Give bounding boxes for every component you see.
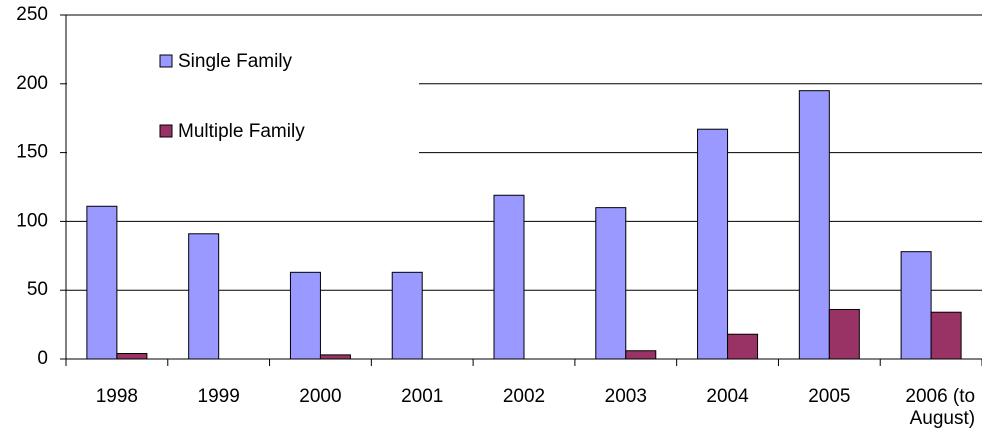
x-tick-label: 2003 xyxy=(604,386,647,407)
bar xyxy=(900,251,932,360)
bar xyxy=(828,308,860,360)
bar xyxy=(625,350,657,360)
legend-swatch xyxy=(159,54,173,68)
bar xyxy=(116,352,148,360)
x-tick-label: 2006 (to August) xyxy=(905,386,976,429)
y-tick-label: 0 xyxy=(37,348,48,369)
bar xyxy=(798,90,830,360)
bar xyxy=(188,233,220,360)
legend-box xyxy=(67,35,419,160)
bar xyxy=(595,207,627,360)
x-tick-label: 2001 xyxy=(401,386,444,407)
bar xyxy=(697,128,729,360)
x-tick-label: 2002 xyxy=(502,386,546,407)
bar xyxy=(930,311,962,360)
x-tick-label: 1998 xyxy=(95,386,139,407)
y-tick-label: 200 xyxy=(16,73,48,94)
x-tick-label: 2000 xyxy=(299,386,342,407)
y-tick-label: 50 xyxy=(27,279,48,300)
bar xyxy=(86,205,118,360)
bar xyxy=(493,194,525,360)
bar xyxy=(391,271,423,360)
bar xyxy=(319,354,351,360)
y-tick-label: 100 xyxy=(16,210,48,231)
y-tick-label: 150 xyxy=(16,142,48,163)
x-tick-label: 1999 xyxy=(197,386,240,407)
bar xyxy=(289,271,321,360)
y-tick-label: 250 xyxy=(16,4,48,25)
x-tick-label: 2005 xyxy=(808,386,851,407)
x-tick-label: 2004 xyxy=(706,386,749,407)
legend-swatch xyxy=(159,124,173,138)
legend-label: Multiple Family xyxy=(178,121,305,142)
legend-label: Single Family xyxy=(178,51,293,72)
bar xyxy=(727,333,759,360)
